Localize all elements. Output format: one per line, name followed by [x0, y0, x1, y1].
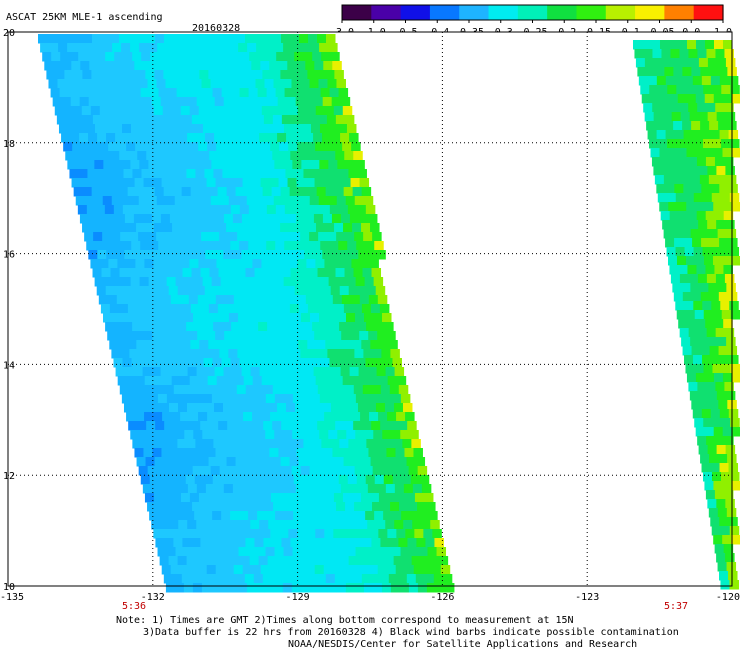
latitude-label: 12 [3, 471, 15, 482]
swath-data [38, 34, 740, 593]
swath-time-1: 5:36 [122, 601, 146, 612]
longitude-label: -132 [141, 592, 165, 603]
colorbar-segment [517, 5, 548, 20]
longitude-label: -135 [0, 592, 24, 603]
note-line-3: NOAA/NESDIS/Center for Satellite Applica… [288, 639, 637, 650]
latitude-label: 20 [3, 28, 15, 39]
note-line-2: 3)Data buffer is 22 hrs from 20160328 4)… [143, 627, 679, 638]
colorbar-segment [342, 5, 372, 20]
longitude-labels: -135 -132 -129 -126 -123 -120 [0, 592, 740, 603]
latitude-label: 16 [3, 250, 15, 261]
date-title: 20160328 [192, 23, 240, 34]
colorbar-segment [664, 5, 695, 20]
latitude-labels: 20 18 16 14 12 10 [3, 28, 15, 593]
longitude-label: -120 [716, 592, 740, 603]
colorbar-segment [693, 5, 724, 20]
colorbar-segment [459, 5, 490, 20]
east-swath [633, 40, 740, 590]
map-frame [7, 31, 733, 587]
longitude-label: -129 [286, 592, 310, 603]
graticule [8, 32, 732, 586]
colorbar-segment [547, 5, 578, 20]
colorbar-segment [488, 5, 519, 20]
latitude-label: 10 [3, 582, 15, 593]
longitude-label: -126 [430, 592, 454, 603]
colorbar-segment [400, 5, 431, 20]
note-line-1: Note: 1) Times are GMT 2)Times along bot… [116, 615, 574, 626]
colorbar-segment [605, 5, 636, 20]
colorbar-segment [576, 5, 607, 20]
west-swath [38, 34, 455, 593]
swath-time-2: 5:37 [664, 601, 688, 612]
product-title: ASCAT 25KM MLE-1 ascending [6, 12, 163, 23]
map-plot-area: 20 18 16 14 12 10 -135 -132 -129 -126 -123 -120 [0, 28, 740, 603]
colorbar-segment [635, 5, 665, 20]
latitude-label: 14 [3, 360, 15, 371]
longitude-label: -123 [575, 592, 599, 603]
latitude-label: 18 [3, 139, 15, 150]
colorbar-segment [371, 5, 402, 20]
colorbar-segment [429, 5, 460, 20]
